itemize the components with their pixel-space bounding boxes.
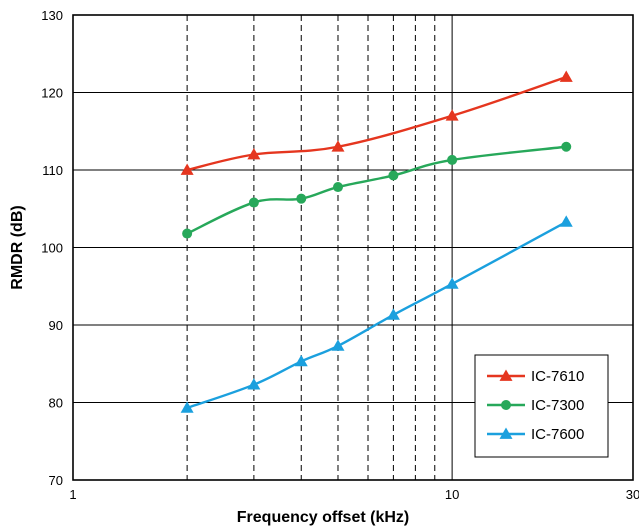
series-ic-7600: [180, 215, 573, 413]
plot-frame: [72, 14, 634, 481]
series-line-ic-7300: [186, 145, 567, 235]
y-tick-label: 130: [41, 8, 63, 23]
legend-item-ic-7300: IC-7300: [487, 397, 584, 414]
data-point-ic-7610: [247, 148, 261, 160]
data-point-ic-7610: [559, 70, 573, 82]
series-ic-7610: [180, 70, 573, 175]
data-point-ic-7300: [561, 141, 572, 152]
legend-marker-ic-7600: [499, 427, 513, 439]
legend-label-ic-7600: IC-7600: [531, 426, 584, 443]
x-tick-label: 30: [626, 487, 639, 502]
data-point-ic-7600: [294, 354, 308, 367]
legend-label-ic-7300: IC-7300: [531, 397, 584, 414]
data-point-ic-7300: [388, 170, 399, 181]
series-group: [180, 70, 573, 413]
series-ic-7300: [182, 141, 572, 239]
data-point-ic-7600: [180, 401, 194, 413]
y-tick-label: 120: [41, 86, 63, 101]
y-tick-label: 80: [49, 396, 63, 411]
data-point-ic-7300: [296, 193, 307, 204]
y-tick-label: 90: [49, 318, 63, 333]
legend-item-ic-7610: IC-7610: [487, 368, 584, 385]
y-tick-label: 110: [42, 163, 63, 178]
data-point-ic-7600: [247, 378, 261, 390]
data-point-ic-7600: [331, 339, 345, 351]
data-point-ic-7600: [386, 308, 400, 320]
legend-marker-ic-7610: [499, 369, 513, 381]
legend-item-ic-7600: IC-7600: [487, 426, 584, 443]
data-point-ic-7600: [559, 215, 573, 227]
legend: IC-7610 IC-7300 IC-7600: [474, 354, 609, 458]
data-point-ic-7600: [445, 277, 459, 289]
data-point-ic-7610: [331, 140, 345, 152]
y-axis-label: RMDR (dB): [9, 205, 26, 289]
x-tick-label: 10: [445, 487, 459, 502]
legend-label-ic-7610: IC-7610: [531, 368, 584, 385]
data-point-ic-7610: [180, 163, 194, 175]
x-axis-label: Frequency offset (kHz): [237, 509, 409, 526]
grid: [73, 15, 633, 480]
data-point-ic-7610: [445, 109, 459, 121]
series-line-ic-7610: [186, 75, 567, 172]
data-point-ic-7300: [182, 228, 193, 239]
data-point-ic-7300: [447, 154, 458, 165]
y-tick-label: 100: [41, 241, 63, 256]
data-point-ic-7300: [248, 197, 259, 208]
legend-marker-ic-7300: [501, 400, 511, 410]
y-tick-label: 70: [49, 473, 63, 488]
data-point-ic-7300: [332, 182, 343, 193]
x-tick-label: 1: [69, 487, 76, 502]
